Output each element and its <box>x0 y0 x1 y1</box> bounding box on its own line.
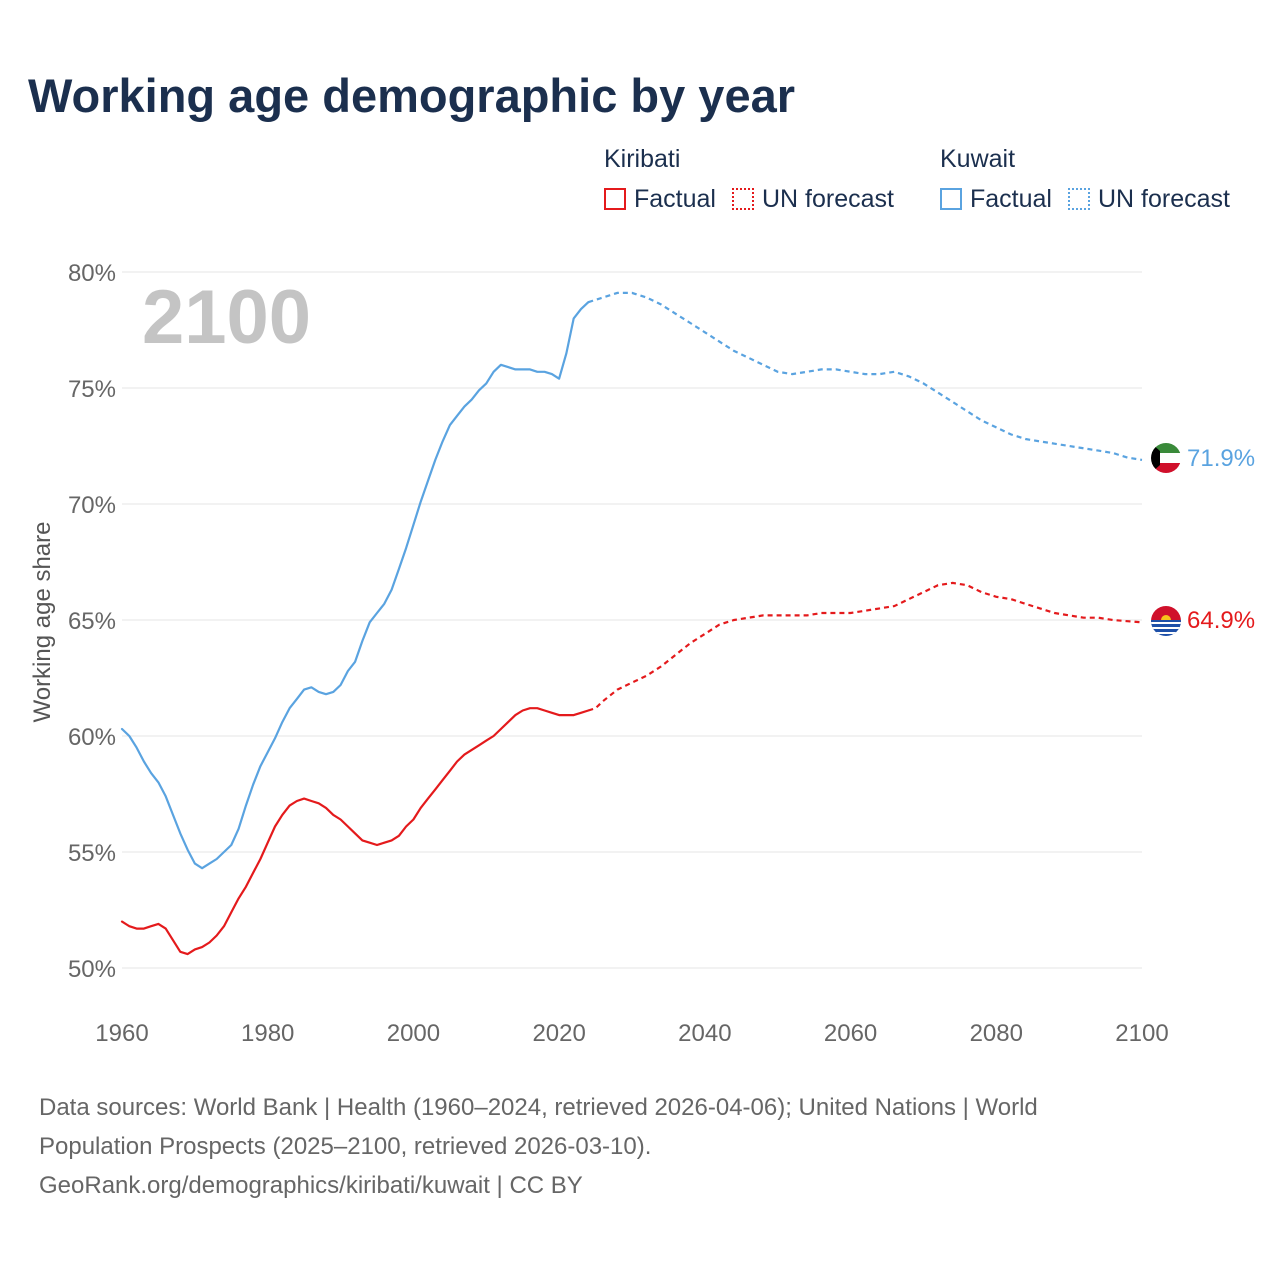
legend-label-kiribati-factual: Factual <box>634 185 716 213</box>
legend-group-kiribati: Kiribati Factual UN forecast <box>604 143 910 215</box>
year-watermark: 2100 <box>142 275 311 360</box>
footer-line-1: Data sources: World Bank | Health (1960–… <box>39 1094 1038 1121</box>
y-tick-label: 75% <box>68 376 116 403</box>
y-tick-label: 55% <box>68 840 116 867</box>
x-axis-ticks: 1960 1980 2000 2020 2040 2060 2080 2100 <box>95 1020 1168 1047</box>
y-tick-label: 60% <box>68 724 116 751</box>
footer-sources: Data sources: World Bank | Health (1960–… <box>39 1088 1219 1205</box>
legend-item-kuwait-forecast[interactable]: UN forecast <box>1067 183 1230 215</box>
series-line-kuwait-factual[interactable] <box>120 301 590 870</box>
legend-item-kiribati-factual[interactable]: Factual <box>604 183 716 215</box>
y-tick-label: 70% <box>68 492 116 519</box>
footer-line-2: Population Prospects (2025–2100, retriev… <box>39 1133 652 1160</box>
chart-title: Working age demographic by year <box>28 69 796 122</box>
legend-group-name-kuwait: Kuwait <box>940 145 1016 173</box>
gridlines <box>122 271 1142 969</box>
end-label-kiribati: 64.9% <box>1187 607 1255 634</box>
x-tick-label: 2000 <box>387 1020 440 1047</box>
legend-item-kuwait-factual[interactable]: Factual <box>940 183 1052 215</box>
y-tick-label: 65% <box>68 608 116 635</box>
legend-item-kiribati-forecast[interactable]: UN forecast <box>731 183 894 215</box>
legend-swatch-kuwait-forecast <box>1067 188 1090 210</box>
legend-swatch-kuwait-factual <box>940 188 962 210</box>
legend-group-kuwait: Kuwait Factual UN forecast <box>940 143 1246 215</box>
legend-swatch-kiribati-factual <box>604 188 626 210</box>
series-line-kuwait-forecast[interactable] <box>587 291 1143 461</box>
legend-label-kuwait-factual: Factual <box>970 185 1052 213</box>
y-tick-label: 50% <box>68 956 116 983</box>
flag-kiribati-icon <box>1151 606 1181 636</box>
series-line-kiribati-forecast[interactable] <box>587 581 1143 712</box>
flag-kuwait-icon <box>1151 443 1181 473</box>
y-axis-ticks: 50% 55% 60% 65% 70% 75% 80% <box>68 260 116 983</box>
x-tick-label: 2040 <box>678 1020 731 1047</box>
legend-group-name-kiribati: Kiribati <box>604 145 681 173</box>
series-line-kiribati-factual[interactable] <box>120 707 590 956</box>
legend-label-kuwait-forecast: UN forecast <box>1097 185 1230 213</box>
x-tick-label: 2060 <box>824 1020 877 1047</box>
end-label-kuwait: 71.9% <box>1187 445 1255 472</box>
x-tick-label: 2020 <box>532 1020 585 1047</box>
footer-line-3: GeoRank.org/demographics/kiribati/kuwait… <box>39 1172 583 1199</box>
x-tick-label: 2100 <box>1115 1020 1168 1047</box>
legend-label-kiribati-forecast: UN forecast <box>761 185 894 213</box>
x-tick-label: 2080 <box>970 1020 1023 1047</box>
series-lines <box>120 291 1143 956</box>
legend-swatch-kiribati-forecast <box>731 188 754 210</box>
y-tick-label: 80% <box>68 260 116 287</box>
x-tick-label: 1980 <box>241 1020 294 1047</box>
y-axis-label: Working age share <box>29 522 56 723</box>
x-tick-label: 1960 <box>95 1020 148 1047</box>
